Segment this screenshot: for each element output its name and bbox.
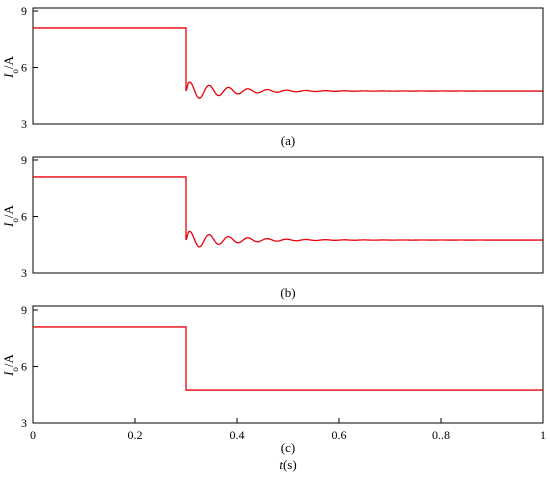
panel-a: 9 6 3 Io/A (a) bbox=[1, 4, 544, 148]
panel-c-xtick-label-5: 1 bbox=[540, 428, 546, 442]
panel-a-yticks: 9 6 3 bbox=[21, 4, 38, 131]
panel-c-xtick-label-2: 0.4 bbox=[230, 428, 245, 442]
panel-a-caption: (a) bbox=[281, 133, 295, 148]
x-axis-label: t(s) bbox=[279, 457, 296, 472]
panel-c-ytick-label-3: 3 bbox=[21, 416, 27, 430]
panel-a-ylabel: Io/A bbox=[1, 55, 20, 78]
panel-c-ylabel-unit: /A bbox=[1, 353, 16, 367]
panel-c-xtick-label-4: 0..8 bbox=[432, 428, 450, 442]
panel-a-ylabel-sub: o bbox=[10, 69, 20, 74]
panel-b-ytick-label-9: 9 bbox=[21, 153, 27, 167]
panel-b-yticks: 9 6 3 bbox=[21, 153, 38, 280]
panel-c-caption: (c) bbox=[281, 440, 295, 455]
panel-b-ytick-label-6: 6 bbox=[21, 210, 27, 224]
panel-b-ylabel-sub: o bbox=[10, 218, 20, 223]
panel-a-ylabel-unit: /A bbox=[1, 55, 16, 69]
panel-c-xtick-label-3: 0.6 bbox=[332, 428, 347, 442]
panel-c-xticks: 0 0.2 0.4 0.6 0..8 1 bbox=[30, 418, 546, 442]
panel-c-ylabel-sub: o bbox=[10, 367, 20, 372]
panel-a-ytick-label-3: 3 bbox=[21, 117, 27, 131]
panel-c-ylabel-main: I bbox=[1, 371, 16, 377]
panel-c-xtick-label-1: 0.2 bbox=[128, 428, 143, 442]
panel-c-series-line bbox=[33, 326, 543, 391]
panel-a-ylabel-main: I bbox=[1, 73, 16, 79]
x-axis-label-unit: (s) bbox=[283, 457, 297, 472]
panel-b: 9 6 3 Io/A (b) bbox=[1, 153, 544, 300]
panel-a-ytick-label-9: 9 bbox=[21, 4, 27, 18]
panel-c-xtick-label-0: 0 bbox=[30, 428, 36, 442]
panel-c-frame bbox=[32, 305, 544, 424]
panel-b-ylabel-unit: /A bbox=[1, 204, 16, 218]
panel-c-ytick-label-9: 9 bbox=[21, 303, 27, 317]
panel-b-caption: (b) bbox=[280, 285, 295, 300]
panel-a-frame bbox=[32, 7, 544, 125]
panel-c-yticks: 9 6 3 bbox=[21, 303, 38, 430]
panel-a-series-line bbox=[33, 27, 543, 99]
panel-c: 9 6 3 Io/A 0 0.2 0.4 0.6 0..8 1 (c) t(s) bbox=[1, 303, 546, 472]
panel-b-ylabel-main: I bbox=[1, 222, 16, 228]
panel-c-ylabel: Io/A bbox=[1, 353, 20, 376]
panel-b-series-line bbox=[33, 176, 543, 248]
panel-b-ylabel: Io/A bbox=[1, 204, 20, 227]
panel-b-ytick-label-3: 3 bbox=[21, 266, 27, 280]
panel-c-ytick-label-6: 6 bbox=[21, 360, 27, 374]
panel-b-frame bbox=[32, 156, 544, 274]
panel-a-ytick-label-6: 6 bbox=[21, 61, 27, 75]
x-axis-label-main: t bbox=[279, 457, 283, 472]
